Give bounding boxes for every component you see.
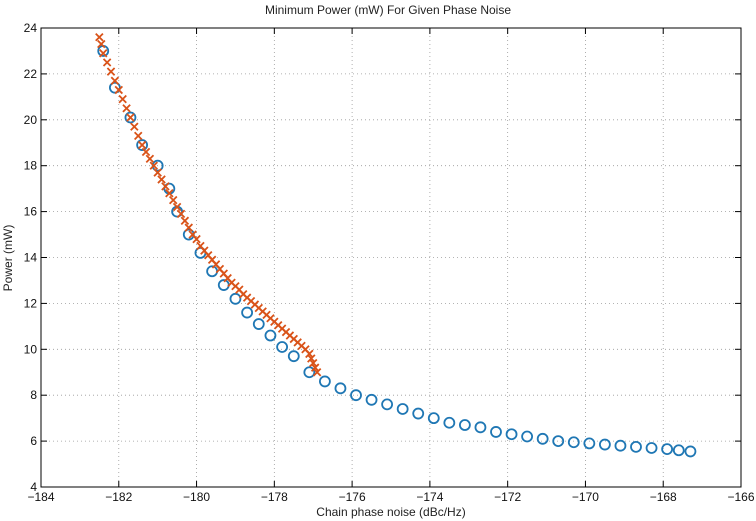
circle-point xyxy=(536,432,549,445)
x-tick-label: −166 xyxy=(727,490,754,504)
circle-point xyxy=(350,389,362,402)
x-point xyxy=(172,202,182,212)
circle-point xyxy=(672,444,685,457)
x-tick-label: −180 xyxy=(183,490,210,504)
circle-point xyxy=(334,382,347,395)
x-point xyxy=(184,223,194,232)
x-point xyxy=(176,209,186,219)
circle-point xyxy=(241,306,254,319)
x-point xyxy=(307,354,316,363)
x-point xyxy=(118,94,127,104)
y-tick-label: 6 xyxy=(30,434,37,448)
x-tick-label: −178 xyxy=(261,490,288,504)
circle-point xyxy=(567,436,580,449)
circle-point xyxy=(443,416,456,429)
circle-point xyxy=(661,443,674,456)
x-tick-label: −182 xyxy=(105,490,132,504)
x-point xyxy=(126,113,135,122)
x-point xyxy=(180,216,190,226)
x-point xyxy=(308,358,318,368)
circle-point xyxy=(124,111,137,124)
circle-point xyxy=(365,393,378,406)
x-tick-label: −170 xyxy=(572,490,599,504)
series-x-markers xyxy=(95,32,322,377)
x-point xyxy=(149,161,159,170)
circle-point xyxy=(427,412,440,425)
y-tick-label: 10 xyxy=(24,342,38,356)
x-point xyxy=(141,147,151,157)
x-point xyxy=(168,195,178,205)
x-point xyxy=(114,85,124,95)
x-tick-label: −174 xyxy=(416,490,443,504)
x-point xyxy=(106,67,116,76)
x-tick-label: −172 xyxy=(494,490,521,504)
circle-point xyxy=(490,426,502,438)
x-point xyxy=(98,49,108,58)
x-point xyxy=(110,76,120,86)
circle-point xyxy=(598,438,611,451)
circle-point xyxy=(303,366,316,379)
x-point xyxy=(97,39,106,49)
x-point xyxy=(153,168,162,177)
circle-point xyxy=(458,419,471,431)
circle-point xyxy=(684,445,697,458)
circle-point xyxy=(381,398,394,411)
circle-point xyxy=(318,375,331,388)
y-tick-label: 12 xyxy=(24,296,38,310)
x-point xyxy=(157,175,166,184)
y-tick-label: 8 xyxy=(30,388,37,402)
x-point xyxy=(310,363,320,372)
x-axis-label: Chain phase noise (dBc/Hz) xyxy=(316,505,465,519)
circle-point xyxy=(396,403,409,415)
circle-point xyxy=(521,430,534,443)
y-tick-label: 4 xyxy=(30,480,37,494)
x-point xyxy=(133,131,143,141)
x-point xyxy=(102,58,112,67)
circle-point xyxy=(252,318,265,330)
circle-point xyxy=(229,292,242,305)
chart-title: Minimum Power (mW) For Given Phase Noise xyxy=(265,3,511,17)
x-point xyxy=(312,368,322,377)
y-axis-label: Power (mW) xyxy=(1,225,15,292)
circle-point xyxy=(276,341,289,353)
x-point xyxy=(192,234,201,244)
x-tick-label: −168 xyxy=(650,490,677,504)
x-tick-label: −184 xyxy=(27,490,54,504)
x-point xyxy=(137,140,147,150)
circle-point xyxy=(630,440,642,453)
circle-point xyxy=(136,139,149,151)
x-point xyxy=(145,154,155,164)
circle-point xyxy=(474,421,487,434)
circle-point xyxy=(614,439,627,452)
circle-point xyxy=(412,407,425,420)
circle-point xyxy=(287,350,300,363)
x-point xyxy=(95,32,104,42)
x-point xyxy=(130,122,139,131)
series-layer xyxy=(95,32,697,458)
y-tick-label: 16 xyxy=(24,205,38,219)
y-tick-label: 22 xyxy=(24,67,38,81)
x-tick-label: −176 xyxy=(339,490,366,504)
x-point xyxy=(161,182,170,191)
circle-point xyxy=(552,435,565,448)
circle-point xyxy=(645,442,658,454)
x-point xyxy=(165,189,174,198)
y-tick-label: 24 xyxy=(24,21,38,35)
circle-point xyxy=(264,329,277,342)
y-tick-label: 20 xyxy=(24,113,38,127)
circle-point xyxy=(583,437,596,450)
x-point xyxy=(305,349,314,359)
axis-ticks: −184 −182 −180 −178 −176 −174 −172 −170 −168 −166… xyxy=(24,21,755,504)
series-circle-markers xyxy=(97,45,697,458)
circle-point xyxy=(505,428,518,441)
y-tick-label: 14 xyxy=(24,251,38,265)
x-point xyxy=(122,104,131,113)
grid xyxy=(41,28,741,487)
y-tick-label: 18 xyxy=(24,159,38,173)
